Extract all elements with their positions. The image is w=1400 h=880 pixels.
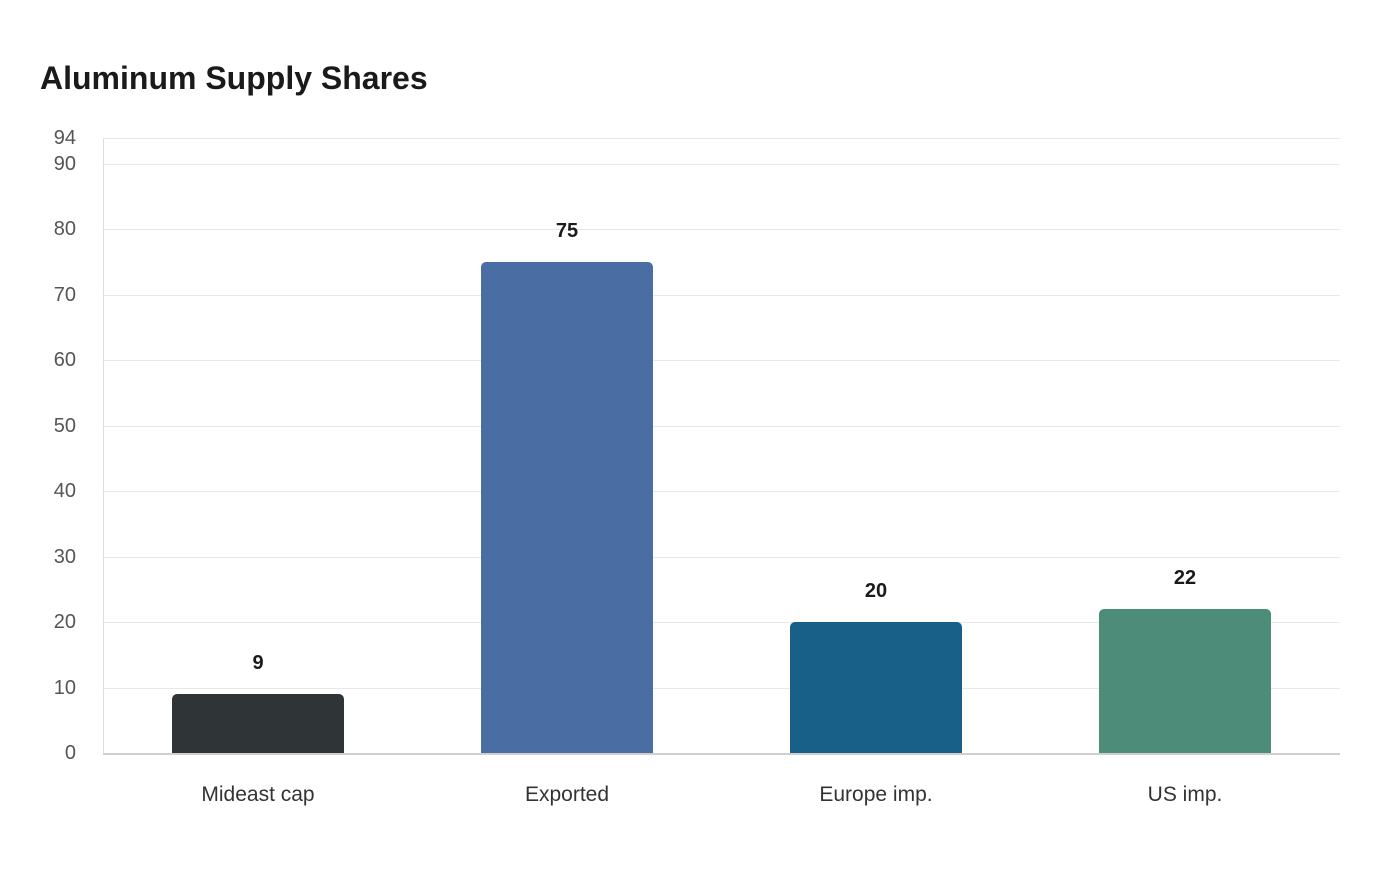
- x-tick-label: Europe imp.: [819, 783, 933, 806]
- gridline: [103, 557, 1340, 558]
- y-tick-label: 50: [53, 415, 76, 437]
- x-tick-label: Mideast cap: [201, 783, 315, 806]
- y-tick-label: 70: [53, 284, 76, 306]
- gridline: [103, 360, 1340, 361]
- bar-mideast-cap[interactable]: [172, 694, 344, 753]
- bar-value-label: 75: [555, 220, 579, 242]
- bar-europe-imp[interactable]: [790, 622, 962, 753]
- gridline: [103, 491, 1340, 492]
- y-tick-label: 0: [64, 742, 76, 764]
- x-axis-line: [103, 753, 1340, 755]
- gridline: [103, 622, 1340, 623]
- bar-us-imp[interactable]: [1099, 609, 1271, 753]
- bar-value-label: 9: [252, 652, 264, 674]
- gridline: [103, 164, 1340, 165]
- y-tick-label: 90: [53, 153, 76, 175]
- gridline: [103, 138, 1340, 139]
- y-tick-label: 10: [53, 677, 76, 699]
- gridline: [103, 229, 1340, 230]
- y-tick-label: 20: [53, 611, 76, 633]
- y-tick-label: 80: [53, 218, 76, 240]
- x-tick-label: US imp.: [1147, 783, 1223, 806]
- bar-value-label: 20: [864, 580, 888, 602]
- gridline: [103, 426, 1340, 427]
- x-tick-label: Exported: [524, 783, 610, 806]
- y-tick-label: 40: [53, 480, 76, 502]
- y-tick-label: 30: [53, 546, 76, 568]
- y-tick-label: 94: [53, 127, 76, 149]
- y-axis-line: [103, 138, 104, 753]
- bar-value-label: 22: [1173, 567, 1197, 589]
- chart-title: Aluminum Supply Shares: [40, 60, 428, 96]
- bar-exported[interactable]: [481, 262, 653, 753]
- gridline: [103, 688, 1340, 689]
- gridline: [103, 295, 1340, 296]
- y-tick-label: 60: [53, 349, 76, 371]
